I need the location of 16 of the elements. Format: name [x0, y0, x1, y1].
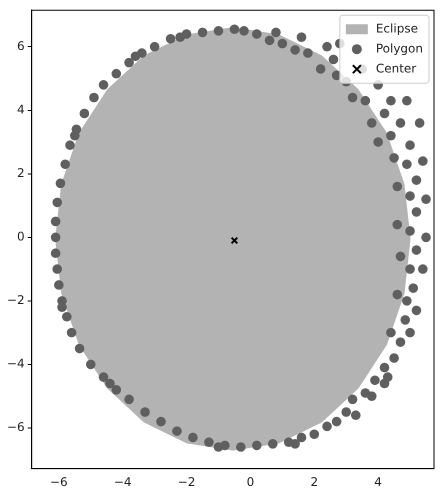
legend-label: Center [376, 61, 416, 76]
x-tick-label: 2 [310, 474, 318, 489]
y-tick-label: 6 [17, 38, 25, 53]
y-tick-label: 4 [17, 102, 25, 116]
legend-label: Eclipse [376, 21, 418, 36]
y-tick-label: 0 [17, 229, 25, 244]
x-tick-label: −2 [178, 474, 196, 489]
y-tick-label: −6 [6, 420, 25, 434]
x-tick-label: 4 [374, 474, 382, 489]
x-tick-label: 0 [246, 474, 254, 489]
y-tick-label: −4 [6, 356, 25, 371]
y-tick-label: 2 [17, 166, 25, 180]
legend-label: Polygon [376, 41, 424, 56]
x-tick-label: −6 [50, 474, 68, 489]
x-tick-label: −4 [114, 474, 132, 489]
y-tick-label: −2 [6, 292, 25, 307]
